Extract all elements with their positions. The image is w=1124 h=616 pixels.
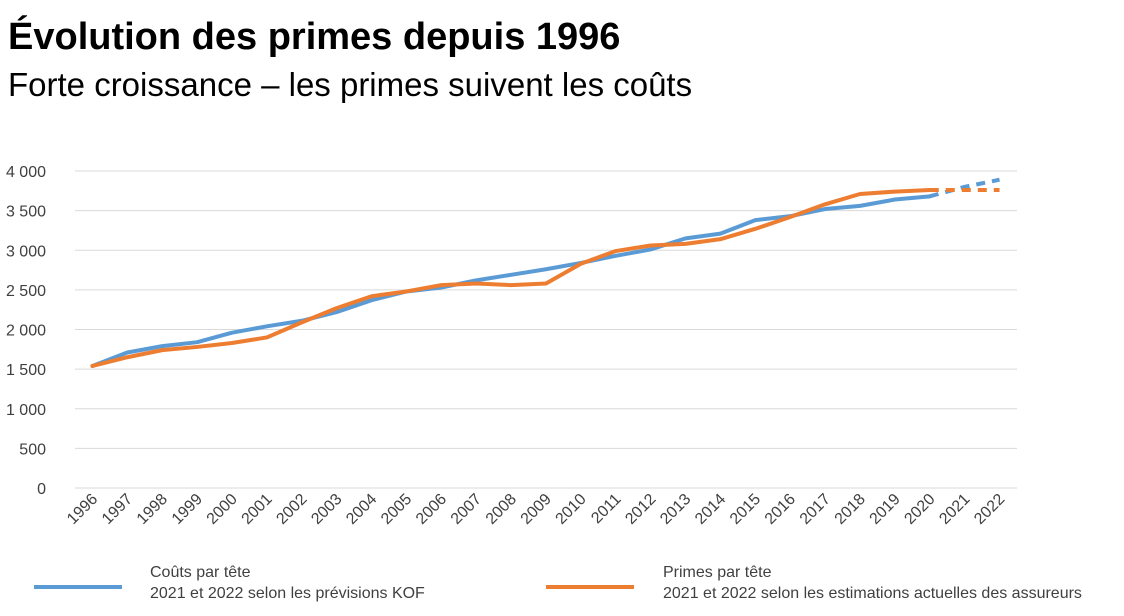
series-forecast-line-0 [929, 177, 1000, 199]
x-tick-label-2007: 2007 [448, 491, 485, 528]
x-tick-label-2004: 2004 [343, 491, 380, 528]
y-tick-label-500: 500 [19, 441, 46, 458]
series-line-0 [90, 194, 932, 368]
x-tick-label-1996: 1996 [64, 491, 101, 528]
chart-subtitle: Forte croissance – les primes suivent le… [8, 66, 693, 103]
x-tick-label-2019: 2019 [867, 491, 904, 528]
x-tick-label-2000: 2000 [204, 491, 241, 528]
x-tick-label-2020: 2020 [901, 491, 938, 528]
legend-label-costs: Coûts par tête 2021 et 2022 selon les pr… [150, 562, 425, 604]
x-tick-label-2013: 2013 [657, 491, 694, 528]
x-tick-label-2009: 2009 [518, 491, 555, 528]
x-tick-label-1998: 1998 [134, 491, 171, 528]
legend-name-costs: Coûts par tête [150, 564, 251, 581]
x-tick-label-2005: 2005 [378, 491, 415, 528]
y-tick-label-0: 0 [37, 481, 46, 498]
y-tick-label-1500: 1 500 [6, 362, 46, 379]
x-tick-label-2010: 2010 [553, 491, 590, 528]
legend-note-costs: 2021 et 2022 selon les prévisions KOF [150, 585, 425, 602]
legend-label-premiums: Primes par tête 2021 et 2022 selon les e… [663, 562, 1082, 604]
x-tick-label-2012: 2012 [622, 491, 659, 528]
x-tick-label-2021: 2021 [936, 491, 973, 528]
y-tick-label-1000: 1 000 [6, 402, 46, 419]
x-tick-label-2018: 2018 [832, 491, 869, 528]
y-tick-label-2000: 2 000 [6, 323, 46, 340]
y-tick-label-4000: 4 000 [6, 164, 46, 181]
x-tick-label-1997: 1997 [99, 491, 136, 528]
x-tick-label-2016: 2016 [762, 491, 799, 528]
series-line-1 [90, 188, 932, 368]
x-tick-label-2008: 2008 [483, 491, 520, 528]
x-tick-label-2014: 2014 [692, 491, 729, 528]
x-tick-label-1999: 1999 [169, 491, 206, 528]
y-tick-label-3500: 3 500 [6, 204, 46, 221]
x-tick-label-2011: 2011 [588, 491, 624, 527]
line-chart: 0 500 1 000 1 500 2 000 2 500 3 000 3 500 4 000 1… [6, 164, 1017, 528]
legend-note-premiums: 2021 et 2022 selon les estimations actue… [663, 585, 1082, 602]
y-tick-label-2500: 2 500 [6, 283, 46, 300]
x-tick-label-2002: 2002 [273, 491, 310, 528]
x-tick-label-2001: 2001 [239, 491, 276, 528]
x-tick-label-2015: 2015 [727, 491, 764, 528]
x-tick-label-2022: 2022 [971, 491, 1008, 528]
x-tick-label-2017: 2017 [797, 491, 834, 528]
legend-swatch-premiums [546, 585, 634, 589]
legend-name-premiums: Primes par tête [663, 564, 772, 581]
x-tick-label-2006: 2006 [413, 491, 450, 528]
y-tick-label-3000: 3 000 [6, 243, 46, 260]
legend-swatch-costs [34, 585, 122, 589]
x-tick-label-2003: 2003 [308, 491, 345, 528]
chart-title: Évolution des primes depuis 1996 [8, 16, 621, 58]
